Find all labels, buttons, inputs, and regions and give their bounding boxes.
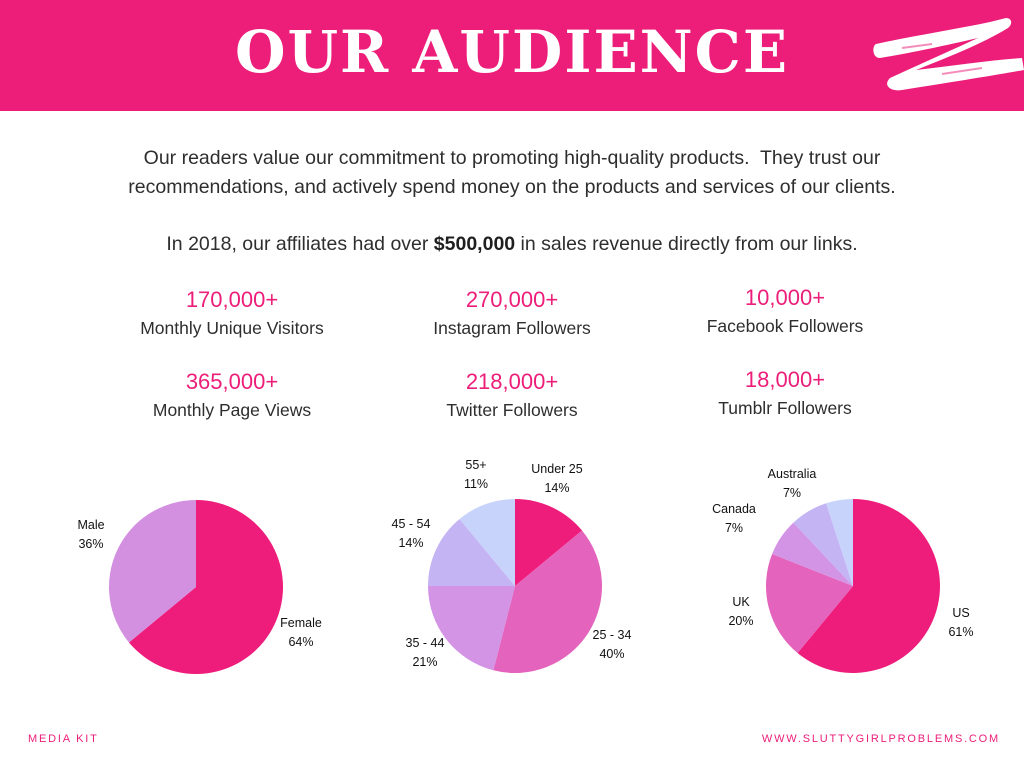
pie-value-australia: 7%	[783, 486, 801, 500]
pie-value-us: 61%	[948, 625, 973, 639]
pie-slice-45-54	[428, 518, 515, 586]
stat-value: 365,000+	[185, 369, 279, 394]
stat-label: Twitter Followers	[446, 400, 578, 420]
pie-value-canada: 7%	[725, 521, 743, 535]
pie-slice-canada	[772, 522, 853, 586]
stat-page-views: 365,000+ Monthly Page Views	[82, 368, 382, 422]
intro-line-2: recommendations, and actively spend mone…	[128, 176, 896, 198]
pie-chart-1: Female 64% Male 36%	[77, 500, 322, 674]
pie-label-male: Male	[77, 518, 104, 532]
sales-amount: $500,000	[433, 233, 516, 255]
pie-label-35-44: 35 - 44	[406, 636, 445, 650]
brush-stroke-decoration	[873, 18, 1024, 91]
pie-slice-25-34	[493, 530, 603, 674]
stat-value: 10,000+	[744, 285, 826, 310]
pie-label-us: US	[952, 606, 969, 620]
pie-slice-slice-5	[826, 499, 853, 586]
pie-label-female: Female	[280, 616, 322, 630]
pie-slice-55	[459, 499, 515, 586]
pie-value-45-54: 14%	[398, 536, 423, 550]
pie-value-under-25: 14%	[544, 481, 569, 495]
pie-slice-australia	[793, 503, 853, 586]
stat-label: Monthly Unique Visitors	[140, 318, 324, 338]
stat-value: 218,000+	[465, 369, 559, 394]
pie-chart-2: Under 25 14% 25 - 34 40% 35 - 44 21% 45 - 54 14…	[392, 458, 632, 674]
pie-label-under-25: Under 25	[531, 462, 582, 476]
intro-line-1: Our readers value our commitment to prom…	[143, 147, 881, 169]
stat-label: Instagram Followers	[433, 318, 591, 338]
pie-value-male: 36%	[78, 537, 103, 551]
pie-value-uk: 20%	[728, 614, 753, 628]
sales-statement: In 2018, our affiliates had over $500,00…	[60, 230, 964, 259]
stat-unique-visitors: 170,000+ Monthly Unique Visitors	[82, 286, 382, 340]
pie-slice-uk	[765, 553, 853, 654]
pie-slice-female	[128, 500, 284, 674]
stat-facebook-followers: 10,000+ Facebook Followers	[635, 284, 935, 338]
pie-label-uk: UK	[732, 595, 750, 609]
pie-slice-35-44	[427, 586, 515, 671]
sales-prefix: In 2018, our affiliates had over	[166, 233, 434, 255]
pie-chart-3: US 61% UK 20% Canada 7% Australia 7%	[712, 467, 974, 673]
intro-text: Our readers value our commitment to prom…	[60, 144, 964, 202]
pie-label-55: 55+	[465, 458, 486, 472]
pie-label-45-54: 45 - 54	[392, 517, 431, 531]
stat-label: Facebook Followers	[706, 316, 864, 336]
stat-label: Monthly Page Views	[152, 400, 312, 420]
stat-value: 170,000+	[185, 287, 279, 312]
stat-value: 270,000+	[465, 287, 559, 312]
header-banner: OUR AUDIENCE	[0, 0, 1024, 111]
stat-value: 18,000+	[744, 367, 826, 392]
footer-media-kit: MEDIA KIT	[28, 733, 99, 745]
stat-instagram-followers: 270,000+ Instagram Followers	[362, 286, 662, 340]
pie-label-25-34: 25 - 34	[593, 628, 632, 642]
pie-slice-male	[109, 500, 196, 643]
pie-label-australia: Australia	[768, 467, 817, 481]
pie-value-55: 11%	[464, 477, 488, 491]
pie-label-canada: Canada	[712, 502, 756, 516]
stat-tumblr-followers: 18,000+ Tumblr Followers	[635, 366, 935, 420]
pie-slice-us	[797, 499, 941, 673]
pie-value-35-44: 21%	[412, 655, 437, 669]
stat-twitter-followers: 218,000+ Twitter Followers	[362, 368, 662, 422]
pie-slice-under-25	[515, 499, 583, 586]
sales-suffix: in sales revenue directly from our links…	[515, 233, 858, 255]
pie-value-female: 64%	[288, 635, 313, 649]
stat-label: Tumblr Followers	[718, 398, 852, 418]
page-title: OUR AUDIENCE	[234, 18, 790, 86]
pie-value-25-34: 40%	[599, 647, 624, 661]
footer-website-link[interactable]: WWW.SLUTTYGIRLPROBLEMS.COM	[761, 733, 1000, 745]
